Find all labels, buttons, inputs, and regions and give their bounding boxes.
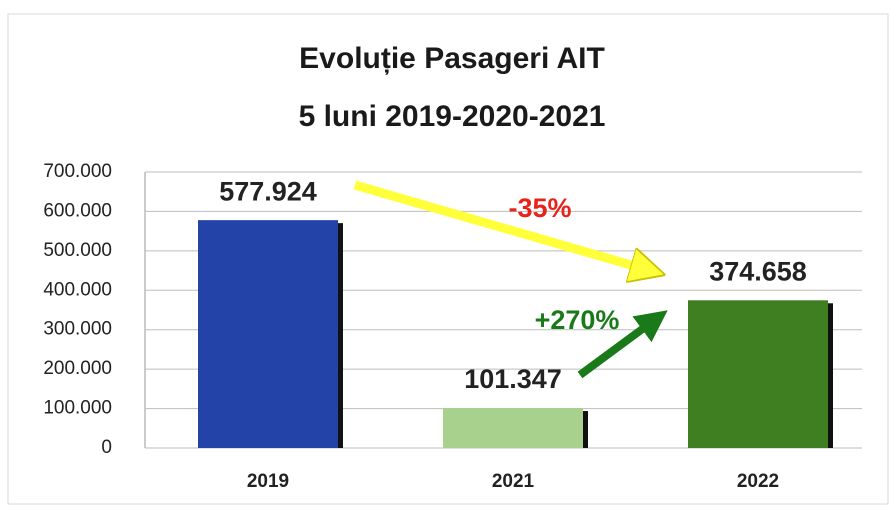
chart-title: Evoluție Pasageri AIT bbox=[299, 42, 605, 75]
bar bbox=[688, 300, 828, 448]
annotation: -35% bbox=[508, 193, 571, 223]
y-tick-label: 100.000 bbox=[43, 398, 112, 419]
annotation: +270% bbox=[535, 305, 620, 335]
frame bbox=[7, 13, 889, 505]
x-tick-label: 2021 bbox=[492, 471, 535, 492]
plot: 0 100.000 200.000 300.000 400.000 500.000 600.… bbox=[43, 161, 862, 492]
data-label: 577.924 bbox=[219, 176, 317, 206]
bar bbox=[198, 220, 338, 448]
y-tick-label: 300.000 bbox=[43, 319, 112, 340]
y-tick-label: 500.000 bbox=[43, 240, 112, 261]
chart-subtitle: 5 luni 2019-2020-2021 bbox=[299, 100, 606, 133]
x-tick-label: 2019 bbox=[247, 471, 289, 492]
y-tick-label: 600.000 bbox=[43, 200, 112, 221]
data-label: 374.658 bbox=[709, 256, 807, 286]
y-tick-label: 400.000 bbox=[43, 279, 112, 300]
arrow bbox=[577, 310, 668, 379]
x-tick-label: 2022 bbox=[737, 471, 779, 492]
data-label: 101.347 bbox=[464, 364, 562, 394]
arrow bbox=[353, 180, 655, 272]
y-tick-label: 200.000 bbox=[43, 358, 112, 379]
y-tick-label: 0 bbox=[101, 437, 112, 458]
bar bbox=[443, 408, 583, 448]
y-tick-label: 700.000 bbox=[43, 161, 112, 182]
